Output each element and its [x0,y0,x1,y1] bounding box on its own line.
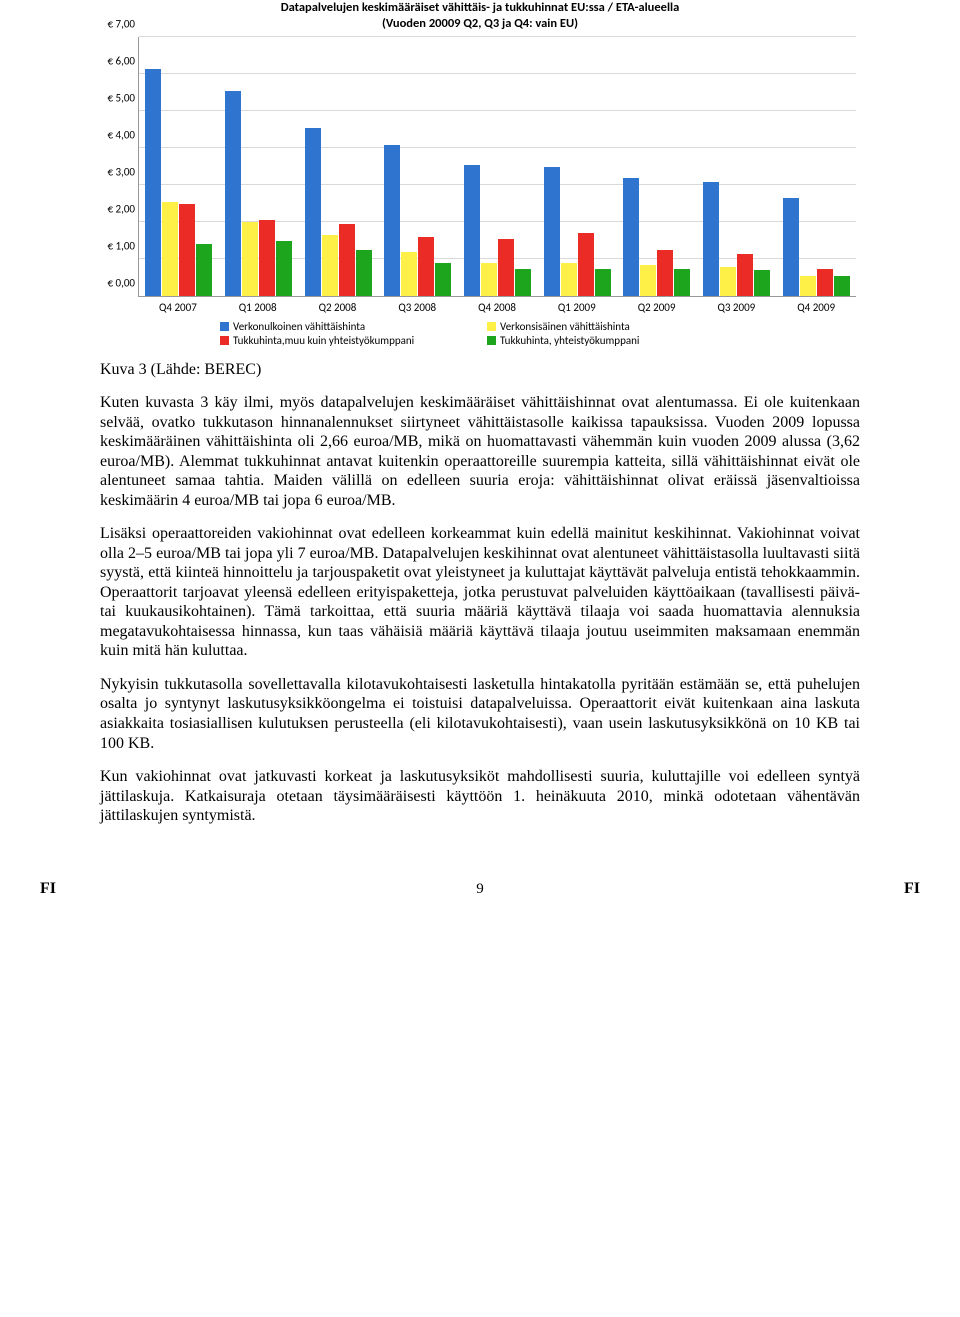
legend-swatch [220,322,229,331]
chart: Datapalvelujen keskimääräiset vähittäis-… [100,0,860,347]
bar [242,222,258,296]
legend-item: Tukkuhinta,muu kuin yhteistyökumppani [220,334,473,347]
legend-swatch [220,336,229,345]
footer-left: FI [40,880,56,898]
y-tick-label: € 3,00 [107,166,139,179]
bar [276,241,292,297]
bar [418,237,434,296]
bar [623,178,639,296]
bar-group [378,37,458,296]
x-tick-label: Q1 2009 [537,297,617,314]
legend-swatch [487,336,496,345]
legend-label: Verkonulkoinen vähittäishinta [233,320,365,333]
legend-label: Verkonsisäinen vähittäishinta [500,320,630,333]
bar [544,167,560,297]
bar [162,202,178,296]
bar [817,269,833,297]
x-tick-label: Q2 2008 [298,297,378,314]
y-tick-label: € 1,00 [107,240,139,253]
bar-group [139,37,219,296]
bar [640,265,656,296]
paragraph-4: Kun vakiohinnat ovat jatkuvasti korkeat … [100,767,860,826]
legend-item: Tukkuhinta, yhteistyökumppani [487,334,740,347]
bar [339,224,355,296]
bar [703,182,719,297]
y-tick-label: € 0,00 [107,277,139,290]
chart-xaxis-labels: Q4 2007Q1 2008Q2 2008Q3 2008Q4 2008Q1 20… [138,297,856,314]
paragraph-2: Lisäksi operaattoreiden vakiohinnat ovat… [100,524,860,661]
bar-group [617,37,697,296]
bar [783,198,799,296]
bar [657,250,673,296]
bar [179,204,195,297]
bar [322,235,338,296]
x-tick-label: Q4 2009 [776,297,856,314]
bar [498,239,514,296]
y-tick-label: € 7,00 [107,18,139,31]
chart-title: Datapalvelujen keskimääräiset vähittäis-… [100,0,860,16]
bar [481,263,497,296]
bar-group [537,37,617,296]
bar [674,269,690,297]
paragraph-3: Nykyisin tukkutasolla sovellettavalla ki… [100,675,860,753]
bar [515,269,531,297]
bar [435,263,451,296]
x-tick-label: Q3 2009 [696,297,776,314]
x-tick-label: Q4 2008 [457,297,537,314]
legend-item: Verkonulkoinen vähittäishinta [220,320,473,333]
bar [196,244,212,296]
bar [800,276,816,296]
paragraph-1: Kuten kuvasta 3 käy ilmi, myös datapalve… [100,393,860,510]
chart-legend: Verkonulkoinen vähittäishinta Verkonsisäi… [220,320,740,347]
y-tick-label: € 6,00 [107,55,139,68]
legend-label: Tukkuhinta,muu kuin yhteistyökumppani [233,334,414,347]
bar [225,91,241,296]
bar-group [458,37,538,296]
bar [578,233,594,296]
bar-group [298,37,378,296]
y-tick-label: € 2,00 [107,203,139,216]
x-tick-label: Q3 2008 [377,297,457,314]
bar-group [219,37,299,296]
y-tick-label: € 5,00 [107,92,139,105]
legend-swatch [487,322,496,331]
bar [754,270,770,296]
bar [595,269,611,297]
bar [720,267,736,297]
bar-group [776,37,856,296]
bar [737,254,753,297]
x-tick-label: Q4 2007 [138,297,218,314]
bar [305,128,321,296]
bar-group [697,37,777,296]
bar [464,165,480,296]
bar [401,252,417,296]
x-tick-label: Q1 2008 [218,297,298,314]
page-footer: FI 9 FI [0,880,960,912]
bar [384,145,400,297]
chart-plot-area: € 0,00€ 1,00€ 2,00€ 3,00€ 4,00€ 5,00€ 6,… [138,37,856,297]
bar [834,276,850,296]
bar [145,69,161,297]
x-tick-label: Q2 2009 [617,297,697,314]
bar [259,220,275,296]
bar [356,250,372,296]
bar [561,263,577,296]
figure-caption: Kuva 3 (Lähde: BEREC) [100,361,860,379]
y-tick-label: € 4,00 [107,129,139,142]
legend-item: Verkonsisäinen vähittäishinta [487,320,740,333]
chart-subtitle: (Vuoden 20009 Q2, Q3 ja Q4: vain EU) [100,16,860,31]
footer-right: FI [904,880,920,898]
page-number: 9 [476,881,484,898]
legend-label: Tukkuhinta, yhteistyökumppani [500,334,639,347]
